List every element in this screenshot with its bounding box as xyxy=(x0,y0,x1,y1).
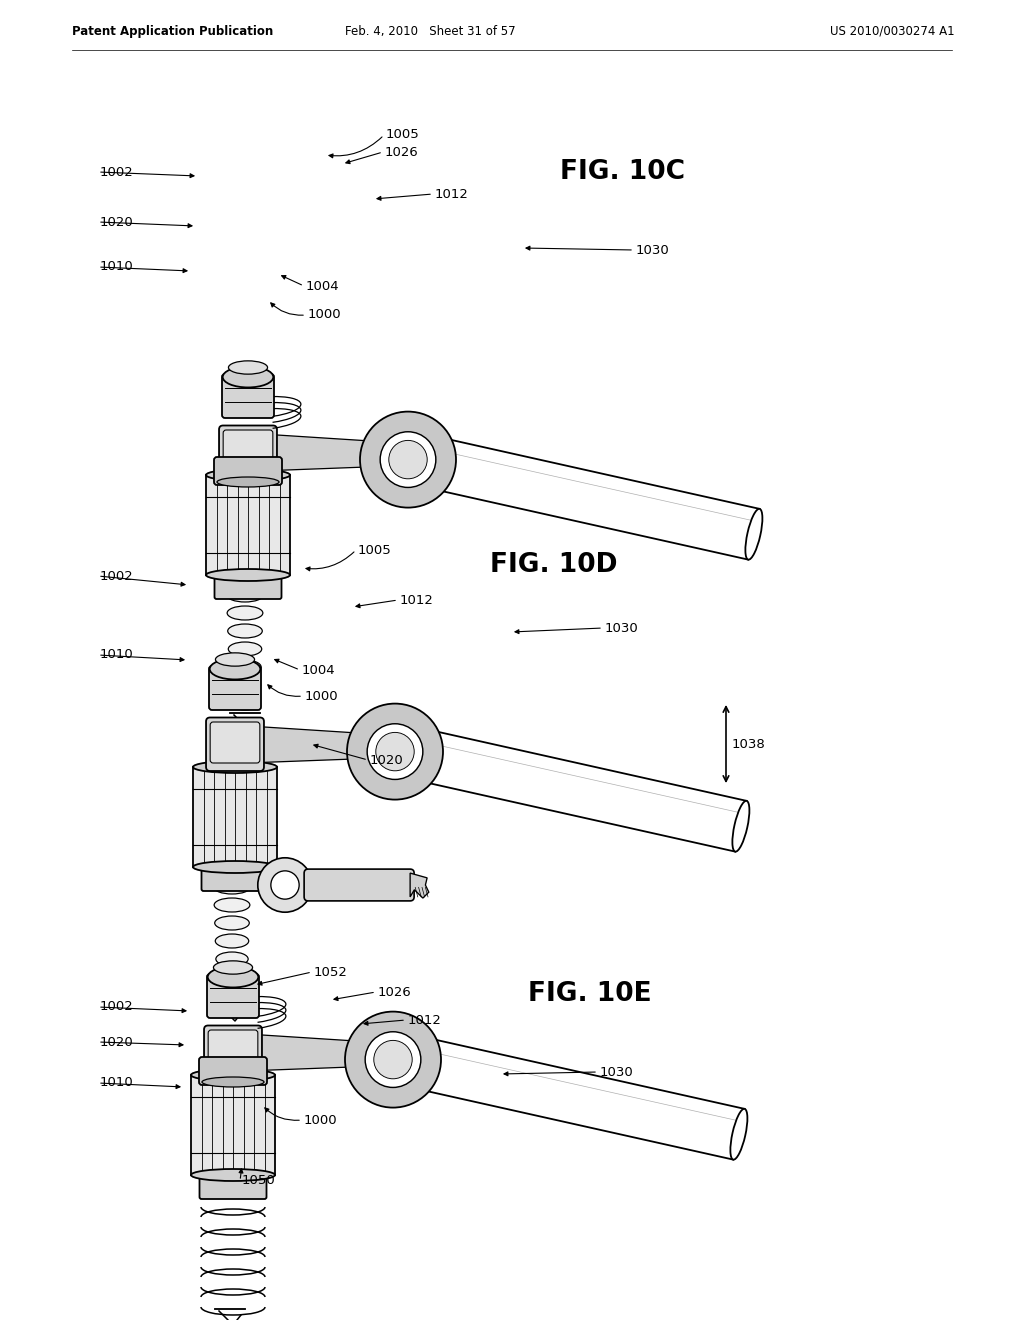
Ellipse shape xyxy=(213,862,251,876)
Ellipse shape xyxy=(202,1077,264,1086)
Ellipse shape xyxy=(732,801,750,851)
Ellipse shape xyxy=(206,469,290,480)
Circle shape xyxy=(366,1032,421,1088)
Ellipse shape xyxy=(228,642,262,656)
Circle shape xyxy=(380,432,436,487)
Ellipse shape xyxy=(214,880,251,894)
Ellipse shape xyxy=(213,961,253,974)
FancyBboxPatch shape xyxy=(206,718,264,771)
Text: 1010: 1010 xyxy=(100,260,134,273)
FancyBboxPatch shape xyxy=(202,865,268,891)
Text: 1030: 1030 xyxy=(600,1065,634,1078)
Text: US 2010/0030274 A1: US 2010/0030274 A1 xyxy=(830,25,955,38)
Ellipse shape xyxy=(215,916,249,931)
Text: 1030: 1030 xyxy=(636,243,670,256)
Text: 1030: 1030 xyxy=(605,622,639,635)
Ellipse shape xyxy=(193,762,278,774)
Text: Patent Application Publication: Patent Application Publication xyxy=(72,25,273,38)
Ellipse shape xyxy=(222,367,273,388)
Text: 1005: 1005 xyxy=(358,544,392,557)
Ellipse shape xyxy=(226,570,264,583)
Circle shape xyxy=(258,858,312,912)
Text: 1002: 1002 xyxy=(100,165,134,178)
Ellipse shape xyxy=(216,952,248,966)
Text: 1010: 1010 xyxy=(100,1077,134,1089)
Ellipse shape xyxy=(745,508,763,560)
Ellipse shape xyxy=(230,696,260,710)
Polygon shape xyxy=(411,873,429,898)
Polygon shape xyxy=(258,726,375,763)
Text: 1002: 1002 xyxy=(100,1001,134,1014)
FancyBboxPatch shape xyxy=(208,1030,258,1071)
Ellipse shape xyxy=(228,660,261,675)
Circle shape xyxy=(271,871,299,899)
Ellipse shape xyxy=(216,970,248,983)
Text: 1026: 1026 xyxy=(378,986,412,998)
Circle shape xyxy=(376,733,414,771)
Ellipse shape xyxy=(208,966,258,987)
Bar xyxy=(191,1074,275,1175)
Bar xyxy=(206,475,290,576)
Text: FIG. 10E: FIG. 10E xyxy=(528,981,651,1007)
Text: 1012: 1012 xyxy=(400,594,434,606)
Ellipse shape xyxy=(206,569,290,581)
Ellipse shape xyxy=(227,606,263,620)
FancyBboxPatch shape xyxy=(304,869,414,900)
Text: 1004: 1004 xyxy=(302,664,336,676)
Ellipse shape xyxy=(193,861,278,873)
Text: Feb. 4, 2010   Sheet 31 of 57: Feb. 4, 2010 Sheet 31 of 57 xyxy=(345,25,515,38)
Ellipse shape xyxy=(210,659,260,680)
Text: 1000: 1000 xyxy=(305,689,339,702)
FancyBboxPatch shape xyxy=(199,1057,267,1085)
Text: 1026: 1026 xyxy=(385,145,419,158)
Polygon shape xyxy=(271,434,388,471)
FancyBboxPatch shape xyxy=(223,430,272,471)
Text: 1010: 1010 xyxy=(100,648,134,661)
Ellipse shape xyxy=(214,898,250,912)
Ellipse shape xyxy=(191,1069,275,1081)
Ellipse shape xyxy=(215,653,255,667)
Text: 1050: 1050 xyxy=(242,1175,275,1188)
FancyBboxPatch shape xyxy=(207,974,259,1018)
Text: FIG. 10D: FIG. 10D xyxy=(490,552,617,578)
Circle shape xyxy=(389,441,427,479)
Text: 1020: 1020 xyxy=(100,1035,134,1048)
Text: 1000: 1000 xyxy=(308,309,342,322)
Ellipse shape xyxy=(217,987,247,1002)
Text: 1038: 1038 xyxy=(732,738,766,751)
Text: 1005: 1005 xyxy=(386,128,420,141)
Circle shape xyxy=(374,1040,413,1078)
FancyBboxPatch shape xyxy=(222,374,274,418)
Polygon shape xyxy=(256,1035,373,1071)
FancyBboxPatch shape xyxy=(209,667,261,710)
FancyBboxPatch shape xyxy=(204,1026,262,1078)
Circle shape xyxy=(345,1011,441,1107)
Ellipse shape xyxy=(191,1170,275,1181)
FancyBboxPatch shape xyxy=(200,1173,266,1199)
Circle shape xyxy=(368,723,423,779)
Circle shape xyxy=(347,704,443,800)
Circle shape xyxy=(360,412,456,508)
Ellipse shape xyxy=(730,1109,748,1160)
FancyBboxPatch shape xyxy=(214,573,282,599)
Ellipse shape xyxy=(228,360,267,374)
FancyBboxPatch shape xyxy=(210,722,260,763)
Text: 1012: 1012 xyxy=(408,1014,442,1027)
FancyBboxPatch shape xyxy=(219,425,276,479)
Text: 1020: 1020 xyxy=(100,215,134,228)
Bar xyxy=(193,767,278,867)
Text: 1020: 1020 xyxy=(370,754,403,767)
Ellipse shape xyxy=(226,587,263,602)
Text: 1000: 1000 xyxy=(304,1114,338,1126)
Ellipse shape xyxy=(229,678,260,692)
Text: 1004: 1004 xyxy=(306,280,340,293)
Ellipse shape xyxy=(217,477,279,487)
Text: 1002: 1002 xyxy=(100,569,134,582)
Text: 1012: 1012 xyxy=(435,187,469,201)
FancyBboxPatch shape xyxy=(214,457,282,484)
Text: 1052: 1052 xyxy=(314,965,348,978)
Ellipse shape xyxy=(227,624,262,638)
Ellipse shape xyxy=(215,935,249,948)
Text: FIG. 10C: FIG. 10C xyxy=(560,158,685,185)
